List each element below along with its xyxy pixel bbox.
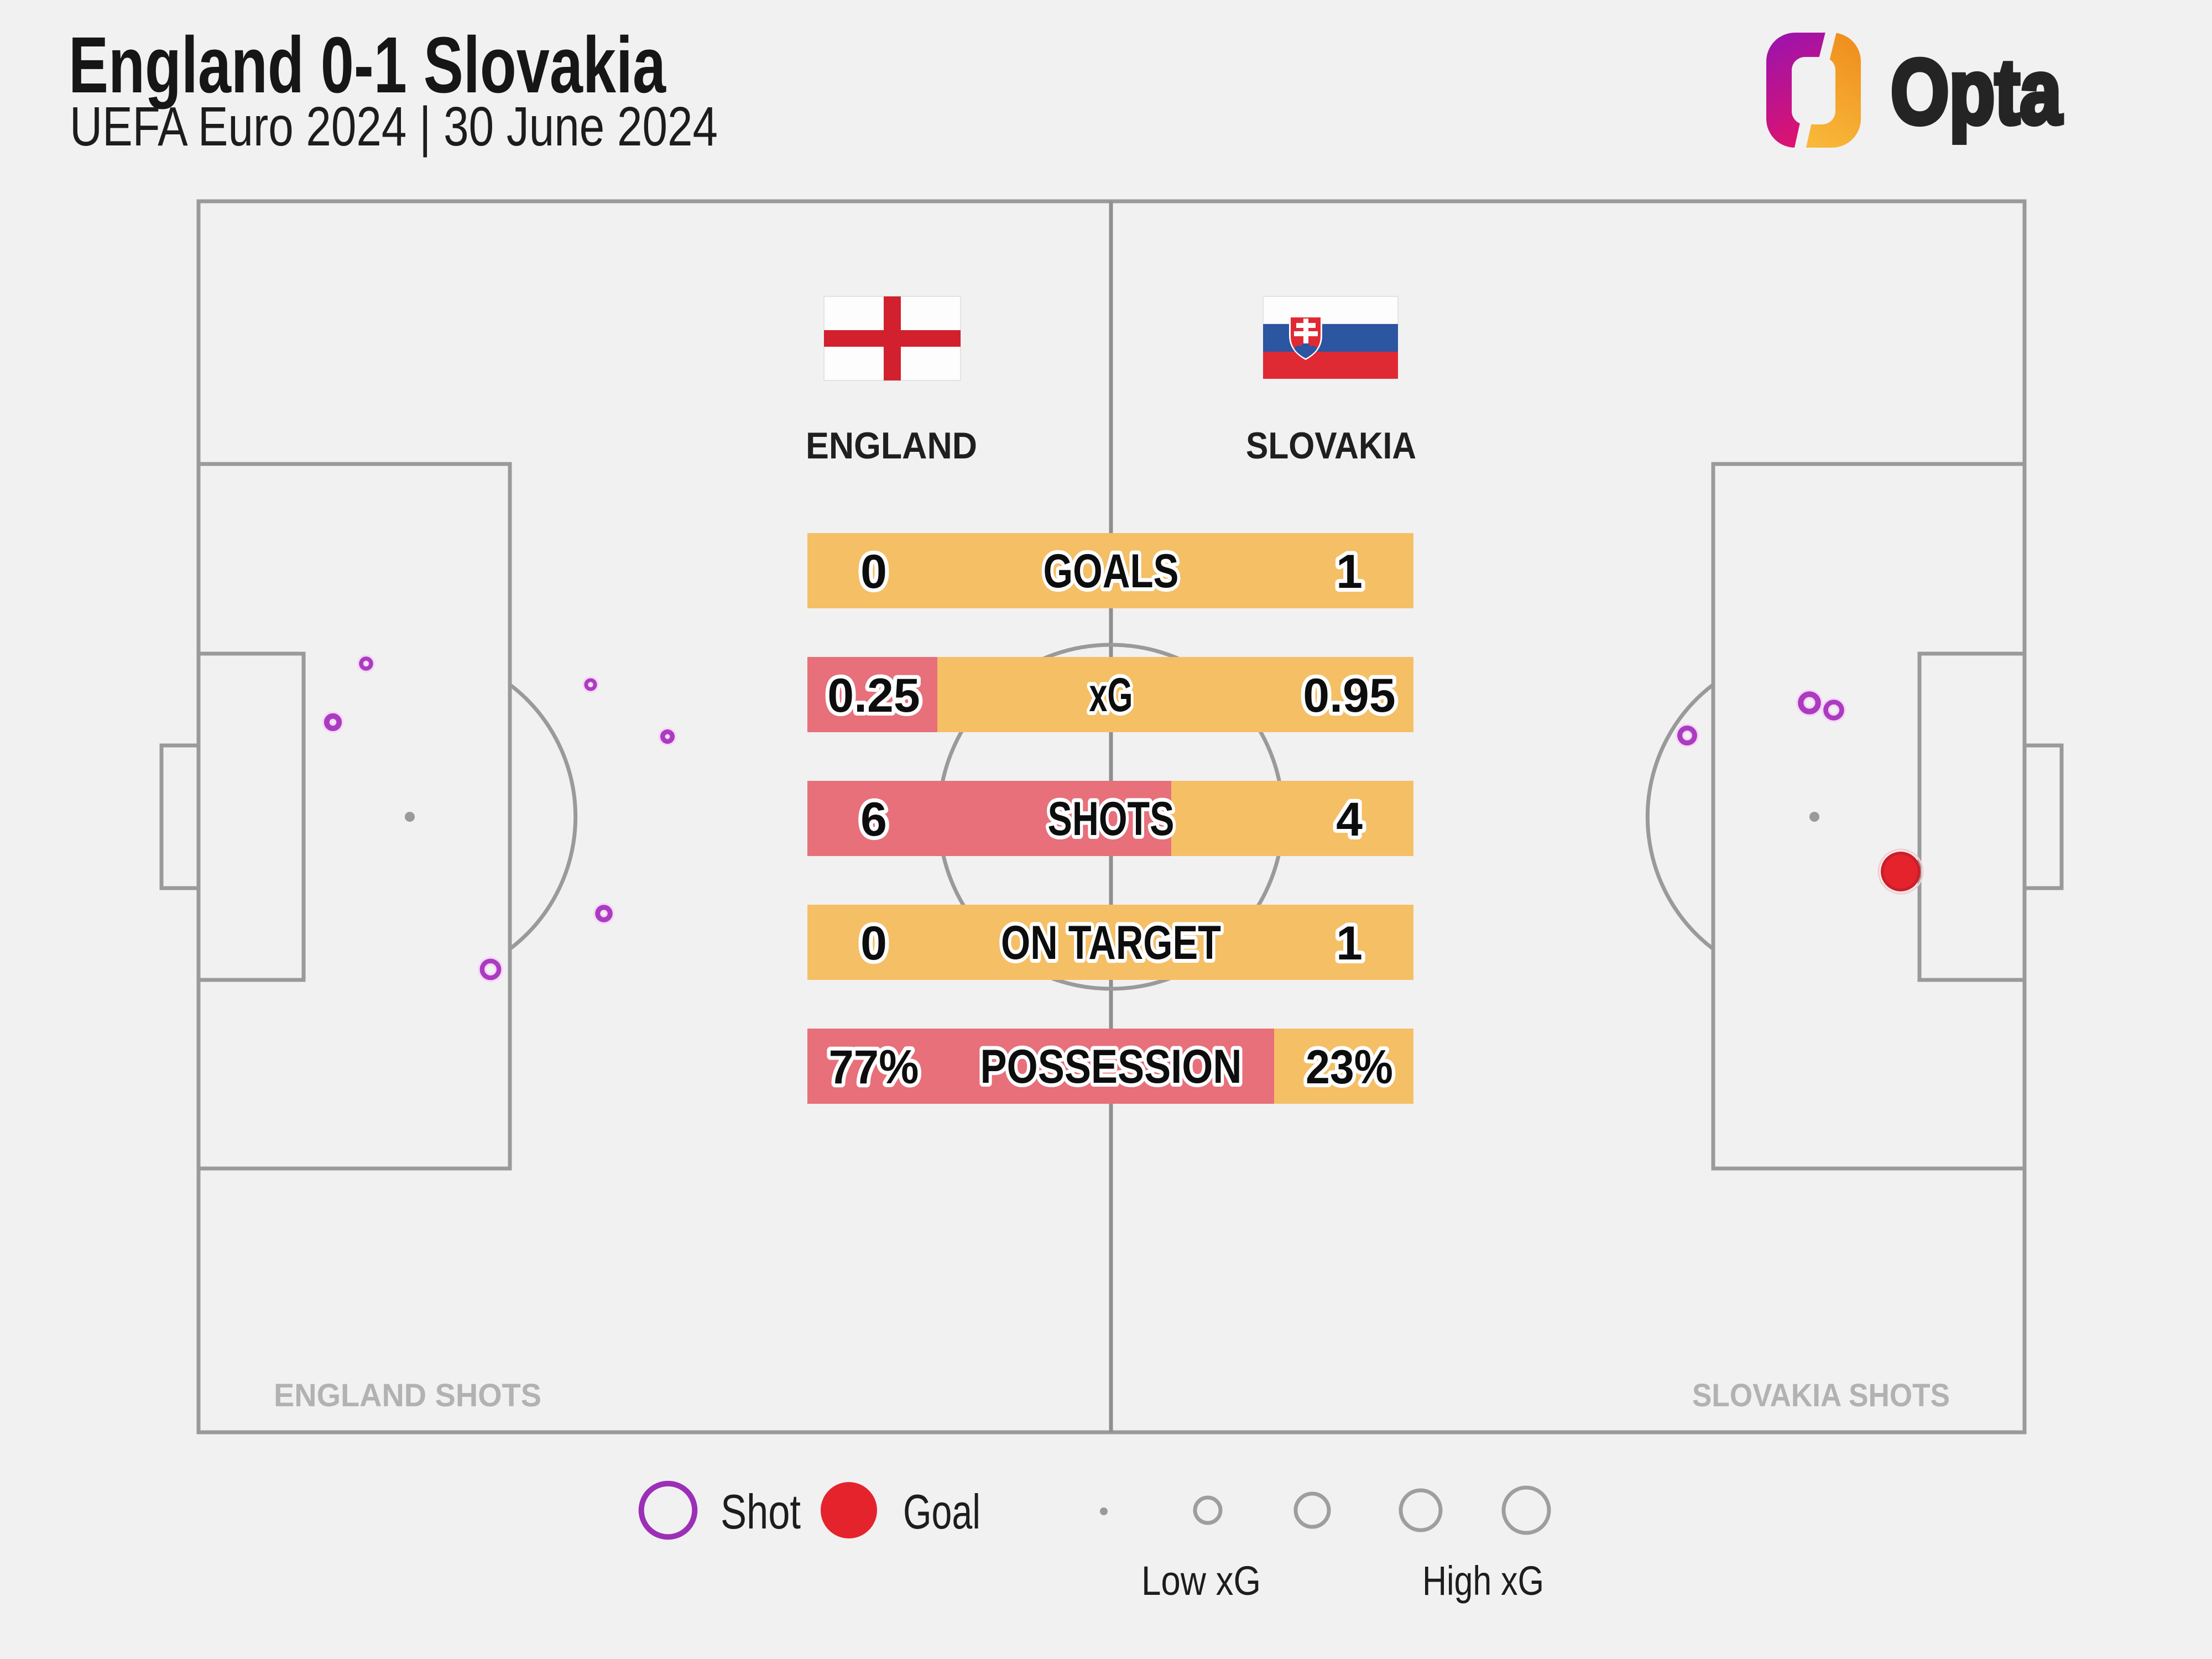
svg-text:POSSESSION: POSSESSION bbox=[980, 1040, 1242, 1093]
svg-text:High xG: High xG bbox=[1422, 1558, 1544, 1604]
svg-text:UEFA Euro 2024 | 30 June 2024: UEFA Euro 2024 | 30 June 2024 bbox=[70, 96, 718, 158]
svg-text:ENGLAND SHOTS: ENGLAND SHOTS bbox=[274, 1378, 541, 1413]
svg-text:6: 6 bbox=[860, 793, 887, 846]
svg-text:Opta: Opta bbox=[1891, 41, 2062, 143]
svg-text:Shot: Shot bbox=[721, 1484, 801, 1539]
svg-text:SHOTS: SHOTS bbox=[1048, 792, 1175, 846]
svg-text:4: 4 bbox=[1336, 793, 1363, 846]
svg-text:ON TARGET: ON TARGET bbox=[1001, 916, 1221, 969]
svg-text:Goal: Goal bbox=[903, 1484, 980, 1539]
svg-text:1: 1 bbox=[1336, 545, 1363, 598]
svg-text:77%: 77% bbox=[829, 1041, 919, 1094]
svg-text:SLOVAKIA SHOTS: SLOVAKIA SHOTS bbox=[1692, 1378, 1950, 1413]
svg-text:0: 0 bbox=[860, 545, 887, 598]
svg-text:England 0-1 Slovakia: England 0-1 Slovakia bbox=[69, 20, 666, 109]
svg-text:0: 0 bbox=[860, 917, 887, 970]
svg-text:ENGLAND: ENGLAND bbox=[806, 425, 977, 467]
svg-text:SLOVAKIA: SLOVAKIA bbox=[1246, 425, 1416, 467]
svg-text:23%: 23% bbox=[1306, 1041, 1393, 1094]
svg-text:0.95: 0.95 bbox=[1303, 669, 1395, 722]
svg-text:0.25: 0.25 bbox=[827, 669, 920, 722]
svg-text:1: 1 bbox=[1336, 917, 1363, 970]
svg-text:xG: xG bbox=[1089, 669, 1133, 722]
svg-text:Low xG: Low xG bbox=[1141, 1558, 1261, 1604]
svg-text:GOALS: GOALS bbox=[1044, 545, 1179, 598]
